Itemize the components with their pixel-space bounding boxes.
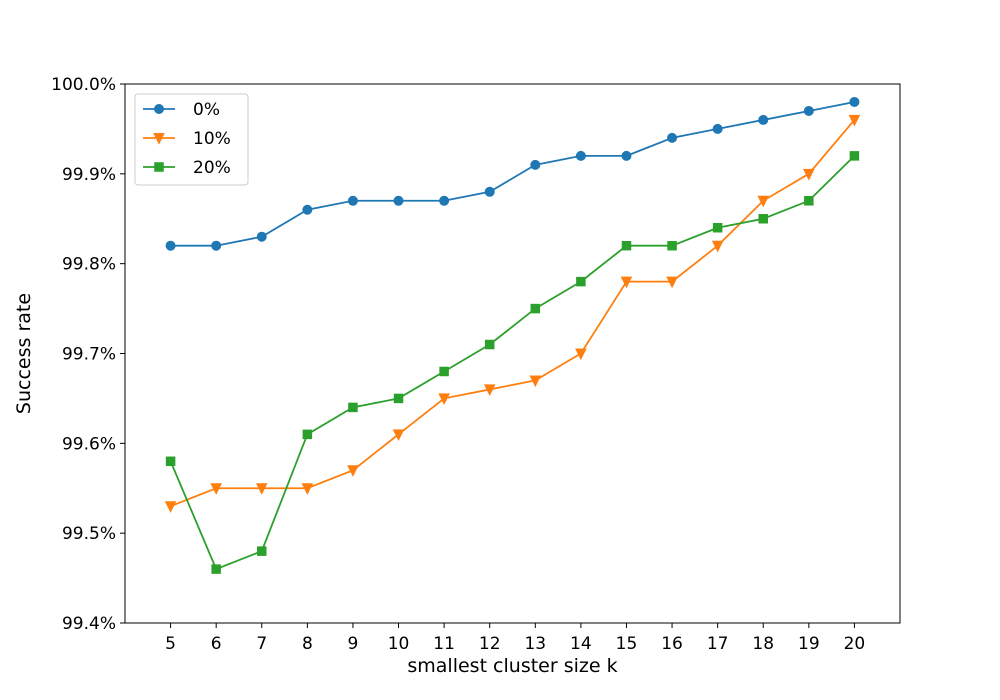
x-tick-label: 16 [661, 634, 683, 654]
data-point-triangle [438, 393, 450, 406]
data-point-triangle [392, 429, 405, 441]
data-point-square [165, 456, 176, 467]
data-point-triangle [301, 483, 314, 495]
data-point-circle [712, 123, 723, 134]
data-point-circle [302, 204, 313, 215]
y-axis-label: Success rate [13, 293, 35, 414]
x-tick-label: 9 [348, 634, 359, 654]
series-2 [165, 151, 860, 574]
legend-item: 20% [143, 158, 231, 178]
data-point-triangle [483, 384, 496, 397]
data-point-circle [347, 195, 358, 206]
plot-area-frame [124, 83, 901, 624]
data-point-circle [530, 159, 541, 170]
data-point-circle [484, 186, 495, 197]
x-tick-label: 12 [479, 634, 501, 654]
data-point-circle [256, 231, 267, 242]
data-point-triangle [210, 483, 222, 495]
x-axis-ticks: 5 6 7 8 9 10 11 12 13 14 15 16 17 18 19 20 [165, 623, 865, 654]
data-point-circle [211, 240, 222, 251]
data-point-circle [575, 150, 586, 161]
x-tick-label: 15 [616, 634, 638, 654]
legend-marker-triangle [153, 133, 165, 145]
legend-marker-circle [154, 104, 164, 114]
series-0 [165, 96, 860, 251]
x-tick-label: 17 [707, 634, 729, 654]
data-point-square [758, 214, 768, 224]
data-point-square [804, 196, 814, 206]
data-point-triangle [255, 483, 268, 495]
data-point-square [484, 339, 495, 350]
data-point-circle [758, 114, 769, 125]
y-tick-label: 99.9% [62, 165, 116, 185]
legend-label: 10% [193, 129, 231, 149]
data-point-circle [667, 132, 678, 143]
y-tick-label: 99.5% [62, 524, 116, 544]
data-point-square [667, 240, 677, 251]
legend: 0% 10% 20% [134, 93, 249, 186]
data-point-triangle [757, 195, 770, 208]
series-line [169, 155, 856, 571]
data-point-triangle [575, 348, 587, 361]
data-point-circle [849, 96, 860, 107]
y-tick-label: 99.4% [62, 614, 116, 634]
data-point-triangle [666, 276, 678, 289]
legend-frame [134, 93, 249, 186]
x-tick-label: 20 [844, 634, 866, 654]
data-point-square [439, 366, 449, 377]
x-tick-label: 19 [798, 634, 820, 654]
plot-area-background [125, 84, 900, 623]
data-point-square [348, 402, 358, 413]
data-point-square [302, 429, 313, 440]
x-tick-label: 6 [211, 634, 222, 654]
x-tick-label: 14 [570, 634, 592, 654]
data-point-circle [439, 195, 450, 206]
data-point-square [393, 393, 404, 404]
data-point-circle [803, 105, 814, 116]
data-point-circle [165, 240, 176, 251]
x-tick-label: 7 [256, 634, 267, 654]
y-axis-ticks: 99.4% 99.5% 99.6% 99.7% 99.8% 99.9% 100.0% [51, 75, 125, 634]
x-tick-label: 5 [165, 634, 176, 654]
data-point-square [712, 222, 723, 233]
legend-marker-square [154, 162, 164, 172]
data-point-triangle [347, 465, 359, 477]
data-point-triangle [711, 240, 724, 253]
data-point-square [621, 240, 632, 251]
y-tick-label: 99.7% [62, 345, 116, 365]
legend-item: 0% [143, 100, 220, 120]
legend-item: 10% [143, 129, 231, 149]
x-tick-label: 8 [302, 634, 313, 654]
data-point-square [211, 564, 221, 574]
data-point-triangle [620, 276, 633, 289]
series-layer [164, 96, 861, 574]
data-point-triangle [164, 501, 177, 513]
x-tick-label: 13 [524, 634, 546, 654]
data-point-triangle [848, 114, 861, 127]
data-point-square [576, 276, 586, 287]
data-point-circle [621, 150, 632, 161]
data-point-square [530, 303, 541, 314]
legend-label: 0% [193, 100, 220, 120]
y-tick-label: 99.6% [62, 434, 116, 454]
legend-label: 20% [193, 158, 231, 178]
data-point-triangle [529, 375, 542, 388]
y-tick-label: 100.0% [51, 75, 116, 95]
x-tick-label: 11 [433, 634, 455, 654]
x-axis-label: smallest cluster size k [407, 655, 617, 677]
data-point-circle [393, 195, 404, 206]
data-point-square [849, 151, 860, 161]
x-tick-label: 10 [388, 634, 410, 654]
data-point-triangle [803, 168, 815, 181]
data-point-square [257, 546, 267, 556]
y-tick-label: 99.8% [62, 255, 116, 275]
series-line [170, 101, 855, 247]
x-tick-label: 18 [752, 634, 774, 654]
